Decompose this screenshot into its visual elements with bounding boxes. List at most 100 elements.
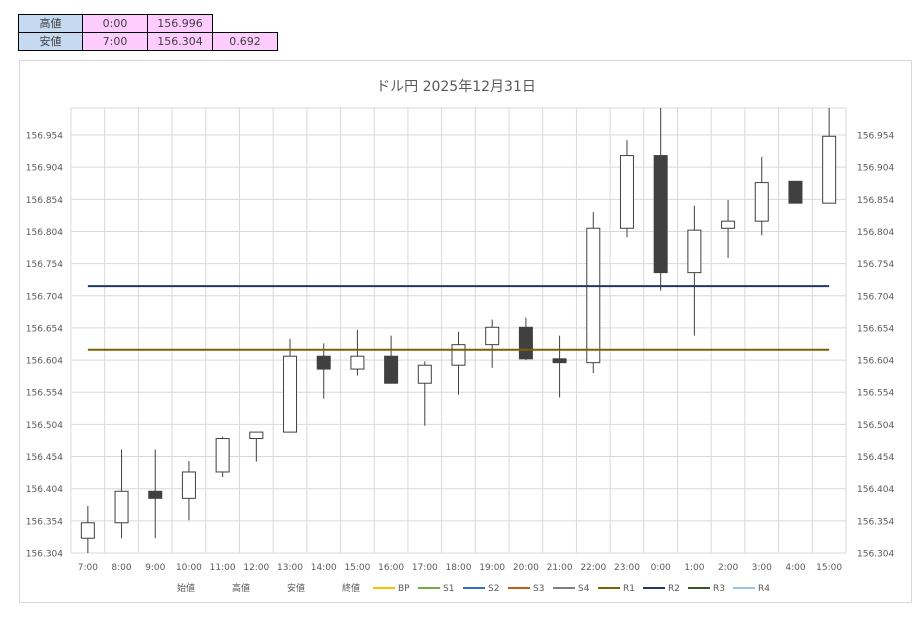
candle	[822, 108, 837, 204]
candle	[384, 335, 399, 384]
x-tick-label: 22:00	[580, 563, 606, 573]
candle-body-bull	[417, 364, 432, 384]
candle-body-bear	[653, 155, 668, 274]
y-tick-label-left: 156.654	[26, 324, 63, 334]
y-tick-label-right: 156.654	[857, 324, 894, 334]
legend: 始値 高値 安値 終値 BP S1 S2 S3 S4 R1 R2 R3 R4	[177, 582, 770, 594]
legend-entry-label: S2	[488, 584, 499, 594]
y-tick-label-left: 156.454	[26, 453, 63, 463]
candles	[80, 108, 837, 553]
candle-body-bull	[350, 355, 365, 370]
x-tick-label: 4:00	[785, 563, 805, 573]
summary-row-high: 高値 0:00 156.996	[18, 14, 278, 33]
legend-ohlc-label: 始値	[177, 582, 195, 594]
candle	[586, 212, 601, 373]
x-tick-label: 7:00	[78, 563, 98, 573]
candle-body-bull	[754, 182, 769, 222]
axes: 156.304 156.304 156.354 156.354 156.404 156.4…	[26, 132, 895, 573]
x-tick-label: 3:00	[752, 563, 772, 573]
legend-entry-label: BP	[398, 584, 410, 594]
x-tick-label: 9:00	[145, 563, 165, 573]
y-tick-label-left: 156.604	[26, 357, 63, 367]
x-tick-label: 13:00	[277, 563, 303, 573]
gridlines	[70, 107, 847, 554]
high-time: 0:00	[82, 14, 148, 33]
candle	[181, 461, 196, 521]
x-tick-label: 15:00	[344, 563, 370, 573]
y-tick-label-left: 156.304	[26, 550, 63, 560]
high-label: 高値	[18, 14, 83, 33]
x-tick-label: 2:00	[718, 563, 738, 573]
legend-entry-label: R3	[713, 584, 725, 594]
x-tick-label: 8:00	[111, 563, 131, 573]
y-tick-label-right: 156.854	[857, 196, 894, 206]
candle-body-bull	[687, 229, 702, 274]
candle	[721, 199, 736, 258]
candle	[653, 108, 668, 291]
candle-body-bull	[249, 431, 264, 440]
y-tick-label-left: 156.354	[26, 517, 63, 527]
candle-body-bull	[586, 227, 601, 364]
legend-entry-label: R1	[623, 584, 635, 594]
y-tick-label-left: 156.554	[26, 389, 63, 399]
x-tick-label: 23:00	[614, 563, 640, 573]
y-tick-label-left: 156.404	[26, 485, 63, 495]
candle-body-bull	[114, 490, 129, 524]
y-tick-label-right: 156.554	[857, 389, 894, 399]
y-tick-label-left: 156.954	[26, 132, 63, 142]
y-tick-label-left: 156.504	[26, 421, 63, 431]
y-tick-label-right: 156.954	[857, 132, 894, 142]
candle	[754, 156, 769, 236]
summary-table: 高値 0:00 156.996 安値 7:00 156.304 0.692	[18, 14, 278, 51]
candle-body-bull	[181, 471, 196, 499]
legend-entry-label: R4	[758, 584, 770, 594]
x-tick-label: 10:00	[176, 563, 202, 573]
candle-body-bear	[148, 490, 163, 499]
candle	[148, 449, 163, 539]
candle-body-bull	[283, 355, 298, 433]
x-tick-label: 1:00	[684, 563, 704, 573]
candle	[249, 431, 264, 462]
candle	[485, 319, 500, 368]
candle-body-bull	[822, 135, 837, 204]
legend-entry-label: R2	[668, 584, 680, 594]
level-lines	[87, 285, 830, 351]
y-tick-label-left: 156.704	[26, 292, 63, 302]
y-tick-label-right: 156.454	[857, 453, 894, 463]
x-tick-label: 14:00	[311, 563, 337, 573]
candle-body-bear	[384, 355, 399, 384]
chart-title: ドル円 2025年12月31日	[376, 79, 536, 95]
legend-entry-label: S1	[443, 584, 454, 594]
candle-body-bull	[80, 522, 95, 539]
x-tick-label: 21:00	[547, 563, 573, 573]
x-tick-label: 19:00	[479, 563, 505, 573]
x-tick-label: 12:00	[243, 563, 269, 573]
y-tick-label-right: 156.504	[857, 421, 894, 431]
candle	[619, 140, 634, 238]
low-time: 7:00	[82, 32, 148, 51]
summary-row-low: 安値 7:00 156.304 0.692	[18, 32, 278, 51]
y-tick-label-right: 156.904	[857, 164, 894, 174]
candle-body-bull	[619, 155, 634, 229]
range-value: 0.692	[212, 32, 278, 51]
y-tick-label-left: 156.904	[26, 164, 63, 174]
x-tick-label: 0:00	[651, 563, 671, 573]
candle	[687, 205, 702, 336]
candle-body-bear	[552, 358, 567, 364]
legend-entry-label: S3	[533, 584, 544, 594]
legend-ohlc-label: 安値	[287, 582, 305, 594]
y-tick-label-left: 156.804	[26, 228, 63, 238]
candle	[788, 180, 803, 204]
candle	[417, 361, 432, 426]
candle	[518, 317, 533, 361]
candle-body-bull	[451, 344, 466, 366]
y-tick-label-left: 156.854	[26, 196, 63, 206]
x-tick-label: 18:00	[446, 563, 472, 573]
legend-ohlc-label: 高値	[232, 582, 250, 594]
low-price: 156.304	[147, 32, 213, 51]
candle	[451, 331, 466, 395]
x-tick-label: 20:00	[513, 563, 539, 573]
candle	[114, 449, 129, 539]
legend-ohlc-label: 終値	[342, 582, 360, 594]
